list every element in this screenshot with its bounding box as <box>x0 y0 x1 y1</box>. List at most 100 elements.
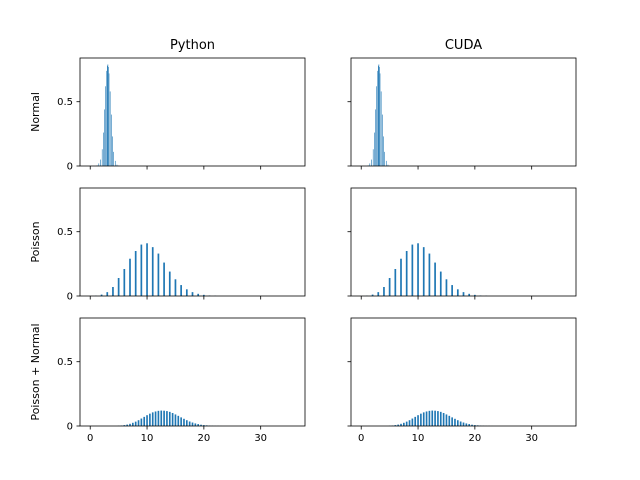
histogram-bar <box>151 412 154 426</box>
histogram-bar <box>420 413 422 426</box>
histogram-bar <box>422 247 425 296</box>
histogram-bar <box>462 292 465 296</box>
x-tick-label: 0 <box>358 433 364 444</box>
histogram-bar <box>168 271 171 296</box>
histogram-bar <box>411 244 414 296</box>
histogram-bar <box>372 149 374 166</box>
histogram-bar <box>378 64 380 166</box>
histogram-bar <box>376 86 377 166</box>
x-tick-label: 20 <box>197 433 210 444</box>
row-label-poisson: Poisson <box>29 221 42 262</box>
histogram-bar <box>103 132 104 166</box>
histogram-bar <box>400 423 402 426</box>
histogram-bar <box>105 86 106 166</box>
histogram-bar <box>431 410 434 426</box>
histogram-bar <box>422 412 425 426</box>
histogram-bar <box>385 160 387 166</box>
histogram-bar <box>417 415 419 426</box>
histogram-bar <box>203 294 205 296</box>
y-tick-label: 0 <box>67 292 73 303</box>
histogram-bar <box>197 293 200 296</box>
histogram-bar <box>425 411 428 426</box>
histogram-bar <box>183 418 185 426</box>
histogram-bar <box>163 262 165 296</box>
histogram-bar <box>471 424 473 426</box>
histogram-bar <box>456 289 459 296</box>
histogram-bar <box>154 411 157 426</box>
axes-frame <box>79 187 306 297</box>
histogram-bar <box>451 285 453 296</box>
histogram-bar <box>203 425 205 426</box>
histogram-bar <box>112 136 113 166</box>
histogram-bar <box>434 410 436 426</box>
histogram-bar <box>462 422 465 426</box>
histogram-bar <box>117 278 120 296</box>
histogram-bar <box>383 287 385 296</box>
histogram-bar <box>451 417 453 426</box>
histogram-bar <box>143 416 146 426</box>
histogram-bar <box>140 418 143 426</box>
histogram-bar <box>109 91 111 166</box>
histogram-bar <box>383 136 384 166</box>
histogram-bar <box>191 422 194 426</box>
histogram-bar <box>454 418 456 426</box>
histogram-bar <box>371 294 374 296</box>
histogram-bar <box>408 420 411 426</box>
histogram-bar <box>132 422 134 426</box>
x-tick-label: 10 <box>412 433 425 444</box>
column-title-cuda: CUDA <box>445 38 482 53</box>
histogram-bar <box>377 70 379 166</box>
row-label-normal: Normal <box>29 92 42 132</box>
histogram-bar <box>379 67 380 166</box>
histogram-bar <box>374 132 375 166</box>
histogram-bar <box>112 287 114 296</box>
panel-1-2 <box>347 57 577 170</box>
histogram-bar <box>180 417 182 426</box>
histogram-bar <box>180 285 182 296</box>
histogram-bar <box>448 415 451 426</box>
histogram-bar <box>129 258 131 296</box>
histogram-bar <box>149 413 151 426</box>
histogram-bar <box>445 414 448 426</box>
histogram-bar <box>113 151 114 166</box>
y-tick-label: 0.5 <box>57 97 73 108</box>
histogram-bar <box>100 159 101 166</box>
histogram-bar <box>468 293 471 296</box>
axes-frame <box>350 317 577 427</box>
histogram-bar <box>197 424 200 426</box>
y-tick-label: 0 <box>67 162 73 173</box>
axes-frame <box>350 57 577 167</box>
histogram-bar <box>403 422 405 426</box>
histogram-bar <box>123 269 126 296</box>
histogram-bar <box>474 425 476 426</box>
histogram-bar <box>168 411 171 426</box>
histogram-bar <box>188 421 191 426</box>
histogram-bar <box>108 67 109 166</box>
histogram-bar <box>437 411 439 426</box>
histogram-bar <box>114 160 116 166</box>
histogram-bar <box>116 164 118 166</box>
histogram-bar <box>200 424 202 426</box>
histogram-bar <box>108 73 110 166</box>
histogram-bar <box>411 418 414 426</box>
histogram-bar <box>388 278 391 296</box>
histogram-bar <box>151 247 154 296</box>
x-tick-label: 0 <box>87 433 93 444</box>
histogram-bar <box>110 114 112 166</box>
histogram-bar <box>417 243 419 296</box>
panel-3-2: 0 10 20 30 <box>347 317 577 444</box>
histogram-bar <box>434 262 436 296</box>
histogram-bar <box>106 70 108 166</box>
column-title-python: Python <box>170 38 215 53</box>
histogram-bar <box>428 410 431 426</box>
histogram-bar <box>459 421 462 426</box>
x-tick-label: 30 <box>254 433 267 444</box>
panel-3-1: 0 10 20 30 0 0.5 <box>57 317 306 444</box>
histogram-bar <box>400 258 402 296</box>
histogram-bar <box>405 421 408 426</box>
histogram-bar <box>107 65 108 166</box>
histogram-bar <box>129 423 131 426</box>
panel-1-1: 00.5 <box>57 57 306 173</box>
